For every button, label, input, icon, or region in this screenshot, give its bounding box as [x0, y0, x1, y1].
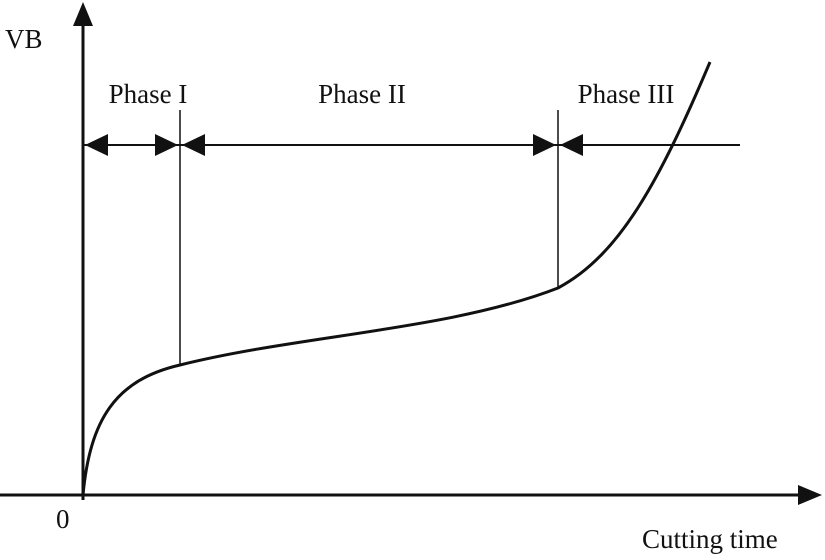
x-axis-arrow	[798, 485, 822, 505]
phase-label: Phase III	[578, 79, 675, 109]
phase-label: Phase I	[109, 79, 188, 109]
y-axis-label: VB	[5, 24, 43, 54]
arrowhead	[155, 134, 178, 156]
arrowhead	[182, 134, 205, 156]
arrowhead	[533, 134, 556, 156]
origin-label: 0	[56, 504, 70, 534]
phase-label: Phase II	[318, 79, 406, 109]
arrowhead	[85, 134, 108, 156]
x-axis-label: Cutting time	[642, 524, 778, 554]
wear-curve	[81, 61, 712, 496]
y-axis-arrow	[73, 2, 93, 26]
arrowhead	[560, 134, 583, 156]
